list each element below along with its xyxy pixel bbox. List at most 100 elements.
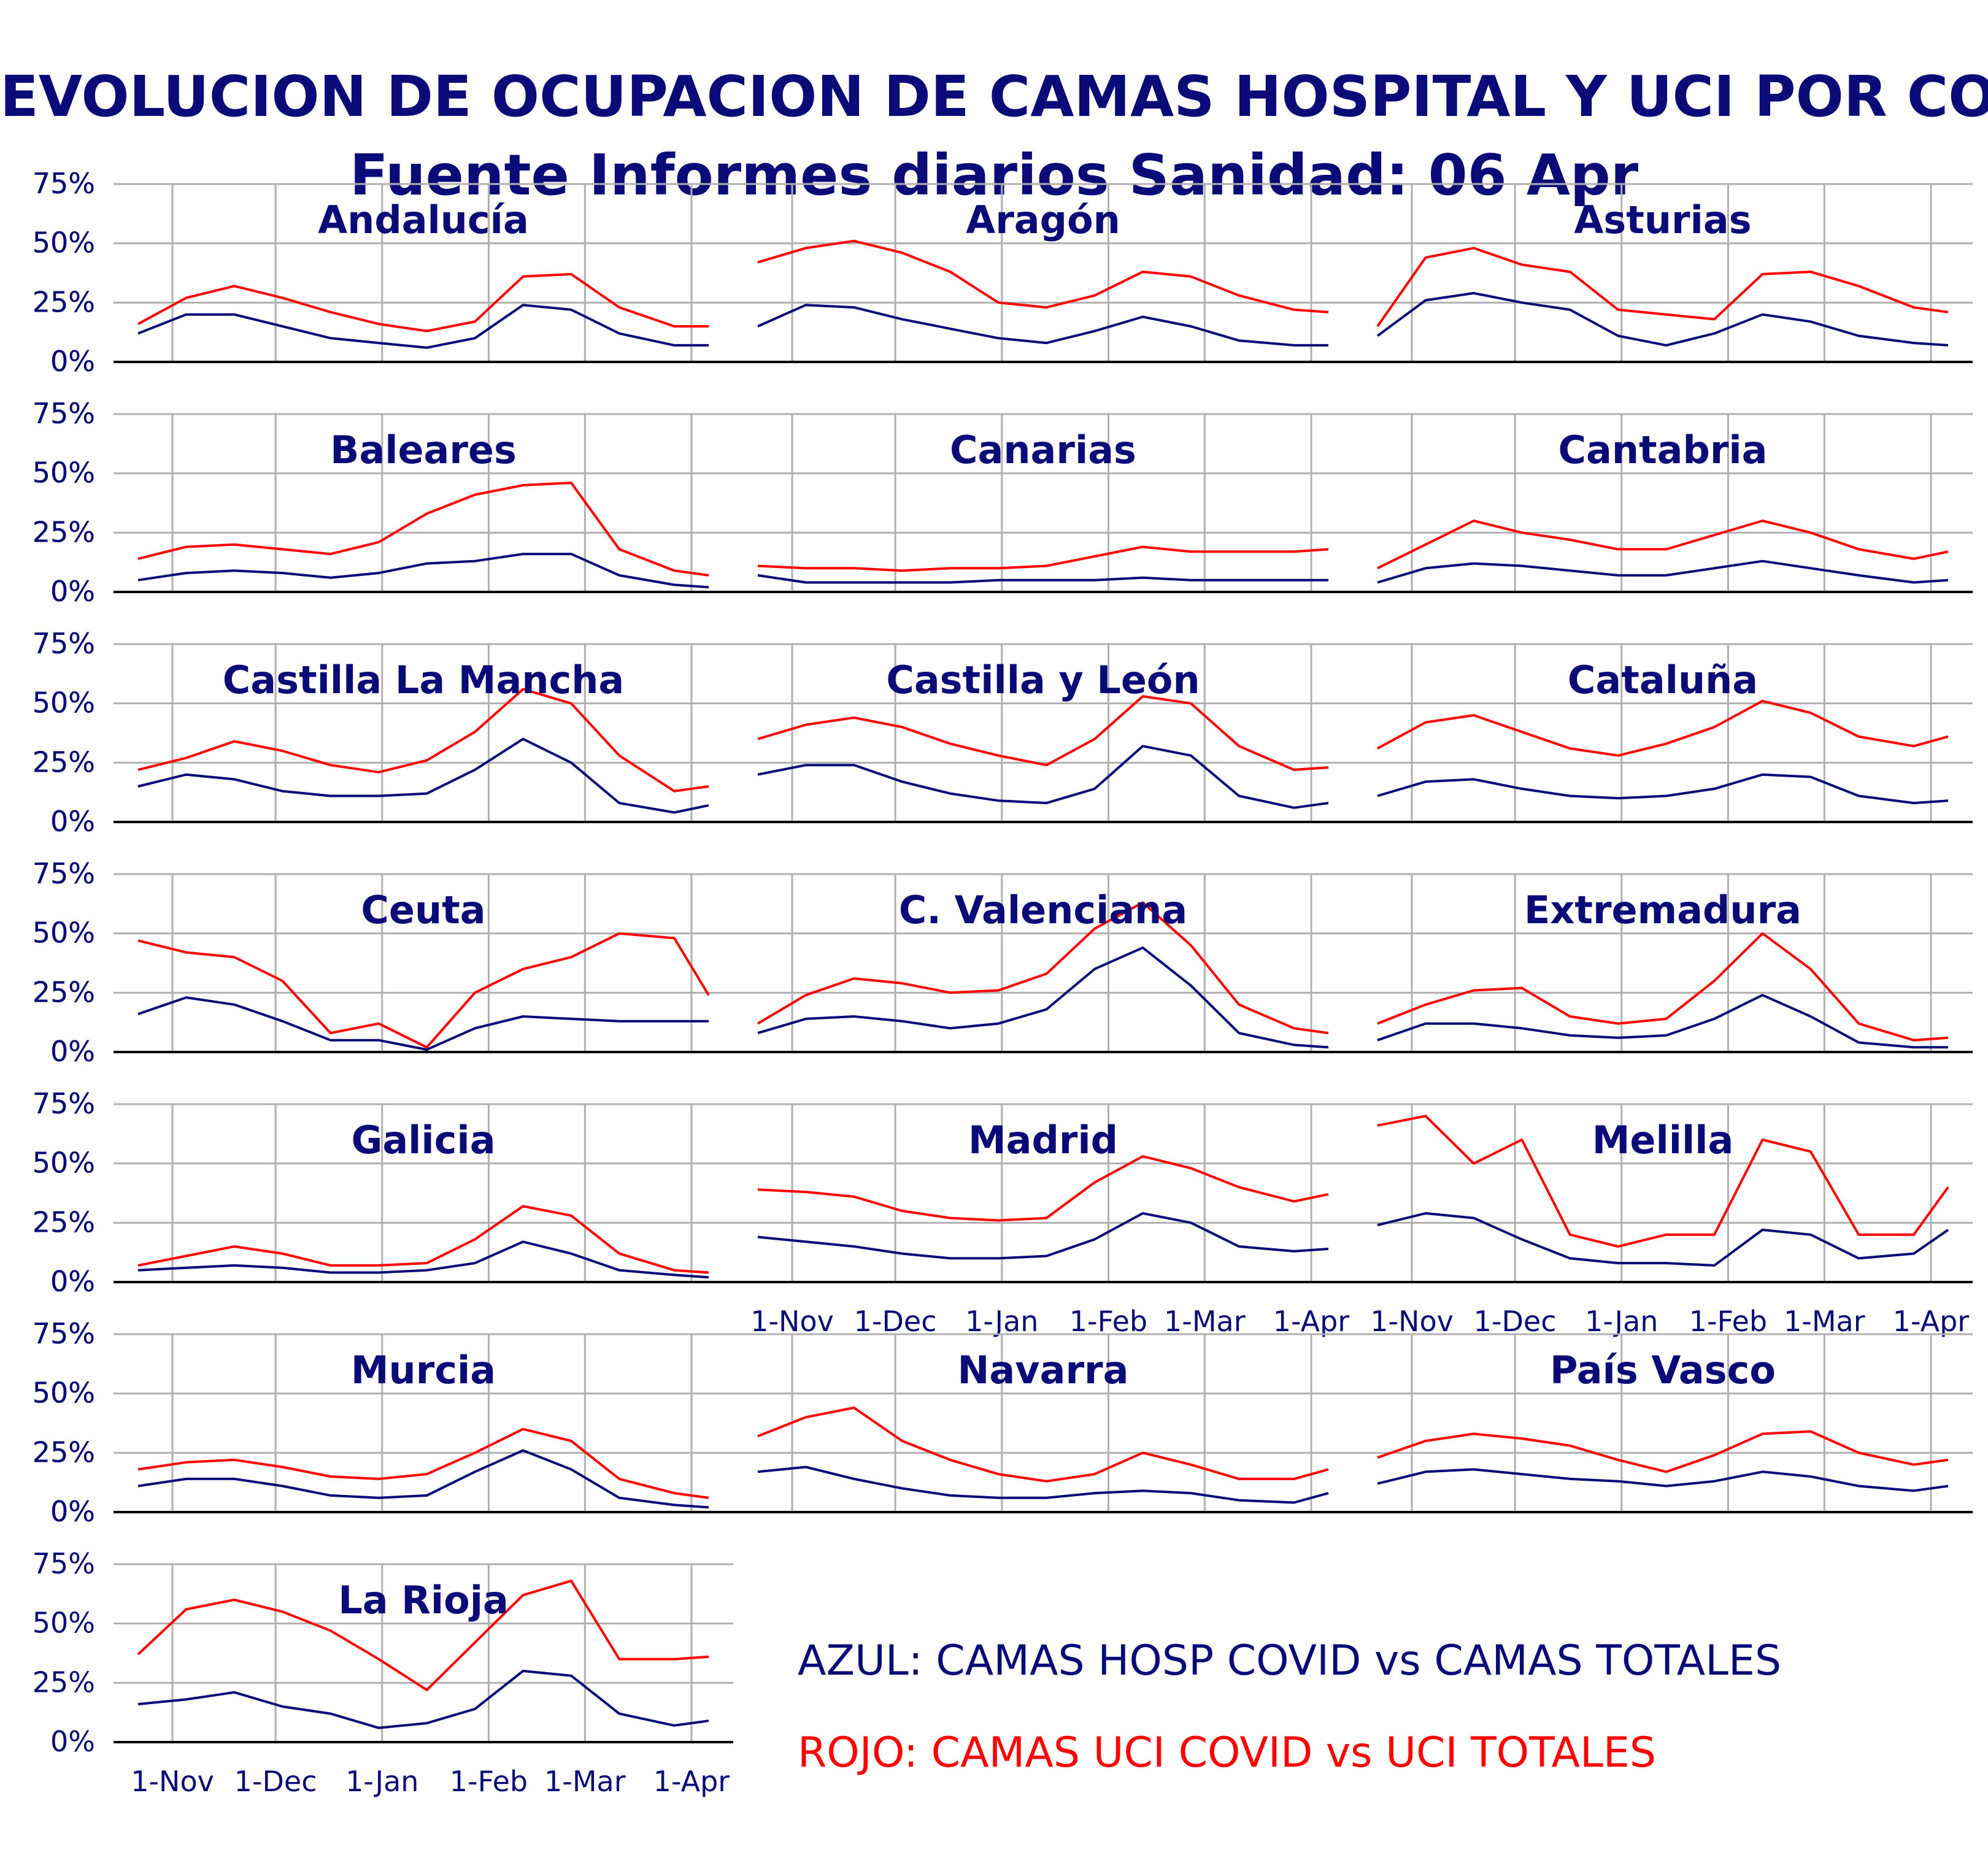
series-uci-line (137, 1580, 709, 1691)
y-tick-label: 75% (33, 397, 95, 430)
series-hosp-line (757, 745, 1329, 809)
y-tick-label: 50% (33, 1146, 95, 1180)
panel-12: 0% 25% 50% 75% Extremadura (33, 857, 1973, 1068)
panel-title: Canarias (950, 428, 1136, 472)
series-hosp-line (1377, 1468, 1949, 1492)
y-tick-label: 25% (33, 515, 95, 548)
x-tick-label: 1-Nov (750, 1305, 834, 1338)
y-tick-label: 0% (50, 345, 95, 378)
series-uci-line (1377, 1430, 1949, 1473)
y-tick-label: 75% (33, 1317, 95, 1350)
series-uci-line (1377, 520, 1949, 570)
y-tick-label: 0% (50, 1495, 95, 1528)
y-tick-label: 50% (33, 1377, 95, 1410)
y-tick-label: 0% (50, 1725, 95, 1758)
x-tick-label: 1-Nov (131, 1765, 214, 1798)
panel-5: 0% 25% 50% 75% Canarias (33, 397, 1353, 608)
series-uci-line (137, 482, 709, 577)
series-hosp-line (757, 946, 1329, 1049)
y-tick-label: 0% (50, 345, 95, 378)
x-tick-label: 1-Mar (1784, 1305, 1865, 1338)
y-tick-label: 50% (33, 916, 95, 950)
y-tick-label: 75% (33, 167, 95, 200)
y-tick-label: 25% (33, 975, 95, 1008)
panel-8: 0% 25% 50% 75% Castilla y León (33, 627, 1353, 838)
y-tick-label: 75% (33, 397, 95, 430)
y-tick-label: 75% (33, 167, 95, 200)
series-uci-line (137, 1205, 709, 1274)
y-tick-label: 75% (33, 857, 95, 890)
y-tick-label: 25% (33, 285, 95, 318)
y-tick-label: 50% (33, 1146, 95, 1180)
y-tick-label: 75% (33, 167, 95, 200)
panel-title: Navarra (958, 1348, 1129, 1392)
series-uci-line (757, 1406, 1329, 1483)
panel-title: Melilla (1592, 1118, 1734, 1162)
x-tick-label: 1-Nov (1370, 1305, 1454, 1338)
x-tick-label: 1-Apr (1893, 1305, 1970, 1338)
y-tick-label: 25% (33, 1665, 95, 1699)
panel-17: 0% 25% 50% 75% Navarra (33, 1317, 1353, 1528)
panel-14: 0% 25% 50% 75% Madrid 1-Nov 1-Dec 1-Jan 1-Feb 1-M… (33, 1087, 1353, 1338)
series-uci-line (757, 239, 1329, 313)
y-tick-label: 50% (33, 456, 95, 490)
panel-2: 0% 25% 50% 75% Aragón (33, 167, 1353, 378)
y-tick-label: 75% (33, 627, 95, 660)
series-uci-line (757, 1155, 1329, 1222)
x-tick-label: 1-Apr (1273, 1305, 1350, 1338)
y-tick-label: 0% (50, 805, 95, 838)
series-hosp-line (137, 553, 709, 589)
panel-16: 0% 25% 50% 75% Murcia (33, 1317, 733, 1528)
y-tick-label: 50% (33, 916, 95, 950)
legend-uci: ROJO: CAMAS UCI COVID vs UCI TOTALES (798, 1729, 1656, 1777)
series-uci-line (1376, 247, 1949, 328)
x-tick-label: 1-Apr (653, 1765, 730, 1798)
y-tick-label: 25% (33, 1435, 95, 1469)
y-tick-label: 50% (33, 916, 95, 950)
y-tick-label: 25% (33, 1205, 95, 1239)
y-tick-label: 25% (33, 285, 95, 318)
panel-19: 0% 25% 50% 75% La Rioja 1-Nov 1-Dec 1-Jan 1-Feb 1… (33, 1547, 733, 1798)
panel-title: Madrid (968, 1118, 1118, 1162)
series-uci-line (137, 272, 709, 332)
series-hosp-line (137, 737, 709, 814)
panel-6: 0% 25% 50% 75% Cantabria (33, 397, 1973, 608)
x-tick-label: 1-Jan (965, 1305, 1038, 1338)
panel-title: Ceuta (361, 888, 485, 932)
y-tick-label: 50% (33, 1607, 95, 1640)
y-tick-label: 0% (50, 1265, 95, 1298)
x-tick-label: 1-Dec (1474, 1305, 1557, 1338)
y-tick-label: 75% (33, 627, 95, 660)
series-hosp-line (757, 574, 1328, 584)
panel-3: 0% 25% 50% 75% Asturias (33, 167, 1973, 378)
series-hosp-line (1377, 994, 1948, 1049)
y-tick-label: 50% (33, 1146, 95, 1180)
panel-title: Asturias (1574, 198, 1751, 242)
panel-title: La Rioja (338, 1578, 509, 1623)
y-tick-label: 0% (50, 1265, 95, 1298)
y-tick-label: 50% (33, 226, 95, 259)
chart-title: EVOLUCION DE OCUPACION DE CAMAS HOSPITAL… (0, 63, 1988, 129)
series-hosp-line (137, 996, 709, 1051)
panel-10: 0% 25% 50% 75% Ceuta (33, 857, 733, 1068)
panel-11: 0% 25% 50% 75% C. Valenciana (33, 857, 1353, 1068)
series-hosp-line (1376, 291, 1949, 347)
y-tick-label: 25% (33, 975, 95, 1008)
panel-title: Cataluña (1568, 658, 1758, 702)
series-uci-line (1377, 699, 1949, 757)
panel-title: Extremadura (1524, 888, 1801, 932)
series-hosp-line (1377, 1212, 1949, 1267)
y-tick-label: 25% (33, 975, 95, 1008)
chart-subtitle: Fuente Informes diarios Sanidad: 06 Apr (349, 142, 1639, 209)
y-tick-label: 0% (50, 805, 95, 838)
y-tick-label: 75% (33, 1087, 95, 1120)
y-tick-label: 75% (33, 857, 95, 890)
series-hosp-line (137, 1670, 709, 1729)
series-hosp-line (137, 304, 709, 349)
y-tick-label: 75% (33, 857, 95, 890)
y-tick-label: 25% (33, 1205, 95, 1239)
series-uci-line (1377, 1115, 1949, 1248)
x-tick-label: 1-Mar (1164, 1305, 1246, 1338)
panel-18: 0% 25% 50% 75% País Vasco (33, 1317, 1973, 1528)
y-tick-label: 50% (33, 686, 95, 720)
